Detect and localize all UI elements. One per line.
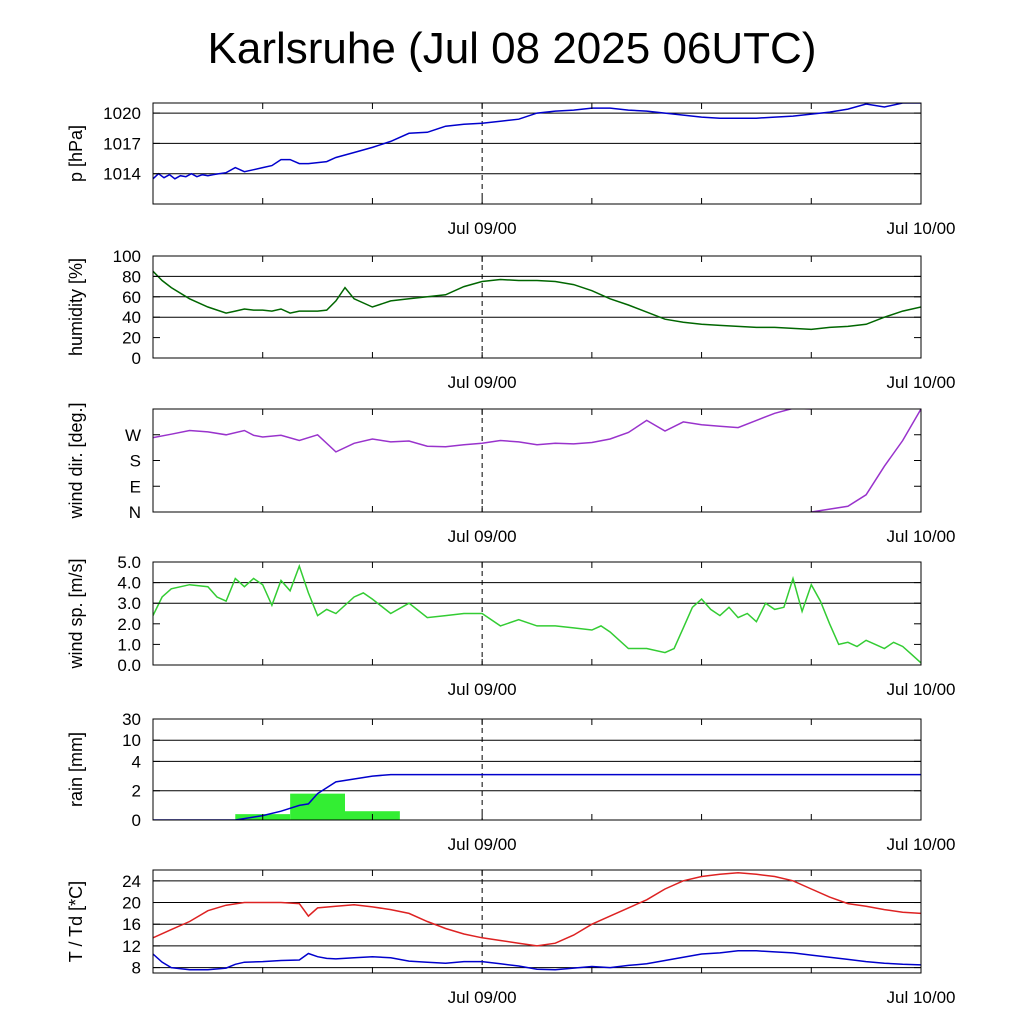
series-line — [811, 409, 921, 512]
y-axis-label: T / Td [*C] — [66, 881, 86, 962]
x-tick-label: Jul 09/00 — [448, 527, 517, 546]
y-tick-label: S — [130, 452, 141, 471]
x-tick-label: Jul 09/00 — [448, 219, 517, 238]
x-tick-label: Jul 10/00 — [887, 373, 956, 392]
x-tick-label: Jul 10/00 — [887, 988, 956, 1007]
x-tick-label: Jul 10/00 — [887, 835, 956, 854]
y-tick-label: 80 — [122, 267, 141, 286]
series-line — [153, 563, 921, 664]
x-tick-label: Jul 09/00 — [448, 680, 517, 699]
y-axis-label: rain [mm] — [66, 732, 86, 807]
y-tick-label: N — [129, 503, 141, 522]
panel-frame — [152, 869, 922, 974]
y-axis-label: humidity [%] — [66, 258, 86, 356]
series-line — [153, 773, 921, 820]
rain-bar — [290, 793, 345, 820]
y-axis-label: p [hPa] — [66, 125, 86, 182]
panel-frame — [152, 255, 922, 359]
series-line — [153, 103, 921, 180]
panel-1: 1014 1017 1020 p [hPa] Jul 09/00 Jul 10/00 — [66, 102, 956, 238]
y-tick-label: 3.0 — [117, 594, 141, 613]
y-tick-label: 12 — [122, 937, 141, 956]
y-tick-label: 0 — [132, 811, 141, 830]
y-tick-label: 16 — [122, 915, 141, 934]
x-tick-label: Jul 09/00 — [448, 373, 517, 392]
series-line — [153, 950, 921, 971]
panel-frame — [152, 102, 922, 205]
y-tick-label: 4 — [132, 752, 141, 771]
y-tick-label: E — [130, 477, 141, 496]
series-line — [153, 270, 921, 331]
y-tick-label: 20 — [122, 894, 141, 913]
x-tick-label: Jul 10/00 — [887, 680, 956, 699]
y-axis-label: wind sp. [m/s] — [66, 558, 86, 669]
x-tick-label: Jul 10/00 — [887, 527, 956, 546]
y-tick-label: 100 — [113, 247, 141, 266]
y-tick-label: 8 — [132, 959, 141, 978]
x-tick-label: Jul 10/00 — [887, 219, 956, 238]
x-tick-label: Jul 09/00 — [448, 835, 517, 854]
chart-title: Karlsruhe (Jul 08 2025 06UTC) — [207, 24, 817, 73]
y-tick-label: W — [125, 426, 141, 445]
y-tick-label: 20 — [122, 329, 141, 348]
y-tick-label: 0.0 — [117, 656, 141, 675]
panel-frame — [152, 561, 922, 666]
y-tick-label: 1020 — [103, 104, 141, 123]
y-tick-label: 30 — [122, 710, 141, 729]
panel-6: 8 12 16 20 24 T / Td [*C] Jul 09/00 Jul 10/00 — [66, 869, 956, 1007]
y-tick-label: 24 — [122, 872, 141, 891]
x-tick-label: Jul 09/00 — [448, 988, 517, 1007]
y-tick-label: 4.0 — [117, 574, 141, 593]
panel-4: 0.0 1.02.0 3.04.0 5.0 wind sp. [m/s] Jul 09/0… — [66, 553, 956, 699]
y-axis-label: wind dir. [deg.] — [66, 402, 86, 519]
y-tick-label: 40 — [122, 308, 141, 327]
y-tick-label: 10 — [122, 731, 141, 750]
y-tick-label: 2 — [132, 782, 141, 801]
panel-5: 0 2 4 10 30 rain [mm] Jul 09/00 Jul 10/00 — [66, 710, 956, 854]
y-tick-label: 1.0 — [117, 635, 141, 654]
y-tick-label: 1017 — [103, 134, 141, 153]
y-tick-label: 2.0 — [117, 615, 141, 634]
series-line — [153, 871, 921, 947]
panel-frame — [152, 408, 922, 513]
series-line — [153, 409, 812, 453]
y-tick-label: 60 — [122, 288, 141, 307]
y-tick-label: 1014 — [103, 165, 141, 184]
y-tick-label: 0 — [132, 349, 141, 368]
panel-frame — [152, 718, 922, 821]
y-tick-label: 5.0 — [117, 553, 141, 572]
